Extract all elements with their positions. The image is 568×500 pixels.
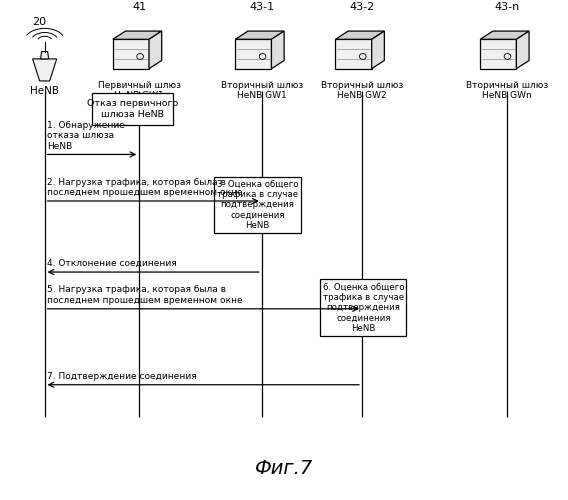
Polygon shape bbox=[336, 31, 385, 40]
Text: 7. Подтверждение соединения: 7. Подтверждение соединения bbox=[48, 372, 197, 381]
Polygon shape bbox=[41, 52, 49, 59]
Text: Вторичный шлюз
HeNB GW1: Вторичный шлюз HeNB GW1 bbox=[220, 81, 303, 100]
Polygon shape bbox=[516, 31, 529, 68]
Text: 43-n: 43-n bbox=[494, 2, 519, 12]
Text: 2. Нагрузка трафика, которая была в
последнем прошедшем временном окне: 2. Нагрузка трафика, которая была в посл… bbox=[48, 178, 243, 197]
Text: Отказ первичного
шлюза HeNB: Отказ первичного шлюза HeNB bbox=[87, 100, 178, 119]
Text: 20: 20 bbox=[32, 17, 46, 27]
FancyBboxPatch shape bbox=[92, 93, 173, 125]
Text: 5. Нагрузка трафика, которая была в
последнем прошедшем временном окне: 5. Нагрузка трафика, которая была в посл… bbox=[48, 286, 243, 305]
FancyBboxPatch shape bbox=[215, 176, 300, 233]
Text: 43-1: 43-1 bbox=[249, 2, 274, 12]
Polygon shape bbox=[272, 31, 284, 68]
Polygon shape bbox=[113, 31, 162, 40]
Text: 4. Отклонение соединения: 4. Отклонение соединения bbox=[48, 259, 177, 268]
Polygon shape bbox=[32, 59, 57, 81]
Text: 43-2: 43-2 bbox=[349, 2, 374, 12]
Polygon shape bbox=[113, 40, 149, 68]
Text: HeNB: HeNB bbox=[30, 86, 59, 96]
Text: 1. Обнаружение
отказа шлюза
HeNB: 1. Обнаружение отказа шлюза HeNB bbox=[48, 120, 126, 150]
Text: 6. Оценка общего
трафика в случае
подтверждения
соединения
HeNB: 6. Оценка общего трафика в случае подтве… bbox=[323, 282, 404, 333]
Polygon shape bbox=[480, 31, 529, 40]
Polygon shape bbox=[235, 31, 284, 40]
Polygon shape bbox=[149, 31, 162, 68]
Polygon shape bbox=[480, 40, 516, 68]
Text: 41: 41 bbox=[132, 2, 147, 12]
FancyBboxPatch shape bbox=[320, 280, 407, 336]
Text: Вторичный шлюз
HeNB GWn: Вторичный шлюз HeNB GWn bbox=[466, 81, 548, 100]
Text: Фиг.7: Фиг.7 bbox=[255, 458, 313, 477]
Polygon shape bbox=[371, 31, 385, 68]
Polygon shape bbox=[336, 40, 371, 68]
Polygon shape bbox=[235, 40, 272, 68]
Text: Первичный шлюз
HeNB GW1: Первичный шлюз HeNB GW1 bbox=[98, 81, 181, 100]
Text: Вторичный шлюз
HeNB GW2: Вторичный шлюз HeNB GW2 bbox=[321, 81, 403, 100]
Text: 3. Оценка общего
трафика в случае
подтверждения
соединения
HeNB: 3. Оценка общего трафика в случае подтве… bbox=[217, 180, 298, 230]
